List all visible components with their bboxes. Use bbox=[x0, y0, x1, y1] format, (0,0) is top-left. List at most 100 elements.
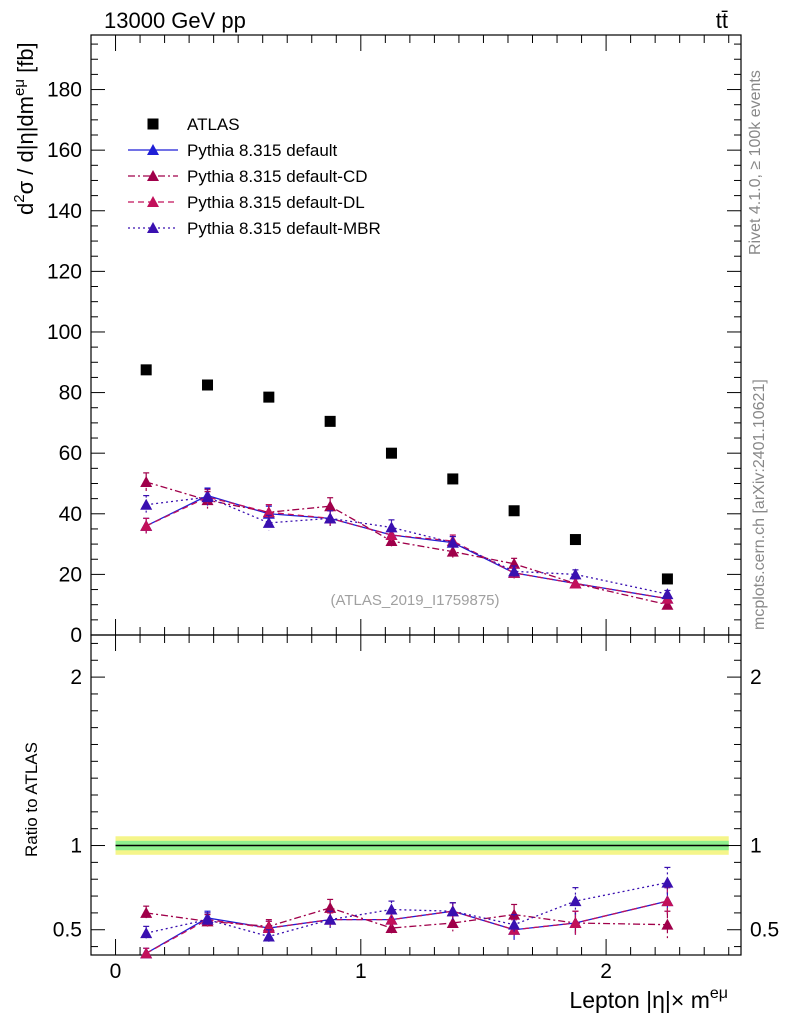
data-point bbox=[385, 447, 397, 459]
legend-marker bbox=[147, 196, 159, 207]
y-tick-label: 40 bbox=[59, 503, 82, 526]
data-point bbox=[385, 903, 398, 915]
data-point bbox=[661, 573, 673, 585]
data-point bbox=[446, 545, 459, 557]
energy-label: 13000 GeV pp bbox=[104, 8, 246, 33]
data-point bbox=[263, 391, 275, 403]
legend-marker bbox=[147, 222, 159, 233]
data-point bbox=[324, 500, 337, 512]
main-panel-plot bbox=[140, 364, 674, 610]
data-point bbox=[140, 947, 153, 959]
data-point bbox=[569, 917, 582, 928]
series-line bbox=[145, 900, 668, 954]
series-line bbox=[145, 900, 668, 954]
legend-label: Pythia 8.315 default-DL bbox=[187, 193, 365, 212]
y-tick-label: 0 bbox=[70, 624, 82, 647]
ratio-y-tick-label-right: 0.5 bbox=[750, 919, 779, 942]
series-line bbox=[146, 881, 668, 938]
data-point bbox=[262, 930, 275, 942]
legend-item: ATLAS bbox=[147, 115, 240, 134]
legend-item: Pythia 8.315 default bbox=[128, 141, 338, 160]
data-point bbox=[508, 565, 521, 577]
data-point bbox=[140, 906, 153, 918]
legend-item: Pythia 8.315 default-DL bbox=[128, 193, 365, 212]
legend-label: Pythia 8.315 default bbox=[187, 141, 338, 160]
series-pythia-8-315-default-mbr bbox=[140, 488, 674, 600]
x-tick-label: 1 bbox=[355, 960, 367, 983]
legend-marker bbox=[147, 144, 159, 155]
series-pythia-8-315-default bbox=[140, 487, 674, 604]
data-point bbox=[569, 534, 581, 546]
data-point bbox=[569, 895, 582, 907]
data-point bbox=[140, 927, 153, 939]
data-point bbox=[262, 506, 275, 518]
y-tick-label: 180 bbox=[47, 79, 82, 102]
x-axis-title: Lepton |η|× meμ bbox=[569, 985, 728, 1013]
data-point bbox=[385, 922, 398, 934]
data-point bbox=[446, 536, 459, 548]
data-point bbox=[324, 512, 337, 524]
data-point bbox=[385, 913, 398, 925]
y-tick-label: 60 bbox=[59, 442, 82, 465]
series-pythia-8-315-default-mbr bbox=[140, 866, 674, 944]
legend-marker bbox=[147, 170, 159, 181]
data-point bbox=[202, 379, 214, 391]
data-point bbox=[661, 588, 674, 600]
data-point bbox=[324, 415, 336, 427]
data-point bbox=[201, 913, 214, 925]
series-atlas bbox=[140, 364, 673, 585]
y-tick-label: 80 bbox=[59, 382, 82, 405]
x-tick-label: 2 bbox=[600, 960, 612, 983]
process-label: tt̄ bbox=[716, 8, 728, 33]
legend-marker bbox=[147, 118, 159, 130]
ratio-y-tick-label: 0.5 bbox=[53, 919, 82, 942]
ratio-panel-plot bbox=[140, 866, 674, 959]
data-point bbox=[324, 901, 337, 913]
data-point bbox=[140, 498, 153, 510]
y-tick-label: 140 bbox=[47, 200, 82, 223]
ratio-y-tick-label-right: 1 bbox=[750, 835, 762, 858]
data-point bbox=[140, 475, 153, 487]
ratio-y-tick-label: 2 bbox=[70, 666, 82, 689]
analysis-tag: (ATLAS_2019_I1759875) bbox=[330, 592, 499, 609]
data-point bbox=[661, 895, 674, 907]
y-tick-label: 120 bbox=[47, 260, 82, 283]
y-tick-label: 160 bbox=[47, 139, 82, 162]
data-point bbox=[140, 364, 152, 376]
ratio-y-tick-label-right: 2 bbox=[750, 666, 762, 689]
axes-frames: 0 20 40 60 80 100 120 140 160 180 0 1 2 0.5 0.5 1 1 2 2 bbox=[47, 34, 779, 983]
data-point bbox=[569, 577, 582, 589]
legend-item: Pythia 8.315 default-MBR bbox=[128, 219, 381, 238]
legend-label: Pythia 8.315 default-MBR bbox=[187, 219, 381, 238]
series-line bbox=[146, 907, 668, 929]
data-point bbox=[508, 505, 520, 517]
legend-label: Pythia 8.315 default-CD bbox=[187, 167, 368, 186]
ratio-y-tick-label: 1 bbox=[70, 835, 82, 858]
data-point bbox=[569, 568, 582, 580]
series-line bbox=[146, 496, 668, 595]
mcplots-label: mcplots.cern.ch [arXiv:2401.10621] bbox=[751, 379, 768, 630]
series-line bbox=[145, 496, 668, 600]
series-line bbox=[145, 494, 668, 600]
series-pythia-8-315-default-cd bbox=[140, 472, 674, 610]
legend: ATLAS Pythia 8.315 default Pythia 8.315 de… bbox=[128, 115, 381, 238]
y-axis-title-ratio: Ratio to ATLAS bbox=[22, 742, 41, 857]
ratio-uncertainty-band bbox=[115, 836, 729, 855]
data-point bbox=[385, 521, 398, 533]
data-point bbox=[661, 918, 674, 930]
legend-item: Pythia 8.315 default-CD bbox=[128, 167, 368, 186]
data-point bbox=[385, 529, 398, 540]
data-point bbox=[446, 905, 459, 917]
data-point bbox=[140, 519, 153, 531]
data-point bbox=[447, 473, 459, 485]
data-point bbox=[508, 918, 521, 930]
legend-label: ATLAS bbox=[187, 115, 240, 134]
data-point bbox=[661, 598, 674, 610]
data-point bbox=[446, 917, 459, 928]
data-point bbox=[324, 913, 337, 925]
x-tick-label: 0 bbox=[110, 960, 122, 983]
data-point bbox=[262, 516, 275, 528]
y-tick-label: 20 bbox=[59, 563, 82, 586]
y-axis-title-main: d2σ / d|η|dmeμ [fb] bbox=[11, 42, 38, 215]
